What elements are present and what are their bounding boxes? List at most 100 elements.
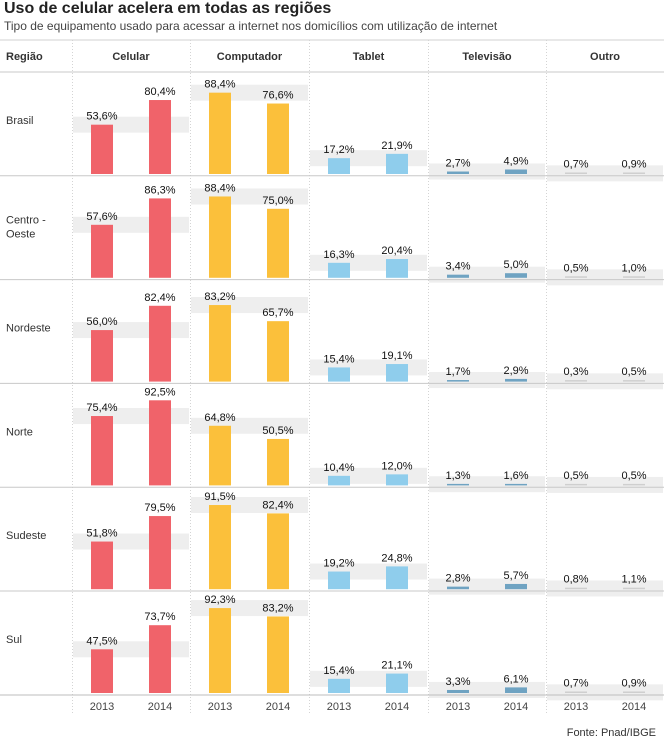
- x-tick-label: 2013: [208, 701, 232, 713]
- x-tick-label: 2014: [622, 701, 646, 713]
- bar: [623, 276, 645, 278]
- value-label: 82,4%: [144, 292, 175, 304]
- value-label: 19,1%: [381, 350, 412, 362]
- bar: [267, 103, 289, 174]
- bar: [328, 678, 350, 693]
- value-label: 80,4%: [144, 86, 175, 98]
- column-header-2: Tablet: [353, 51, 385, 63]
- value-label: 0,5%: [621, 470, 646, 482]
- bar: [505, 583, 527, 590]
- value-label: 50,5%: [262, 425, 293, 437]
- bar: [328, 262, 350, 278]
- value-label: 6,1%: [503, 673, 528, 685]
- bar: [386, 474, 408, 486]
- column-header-0: Celular: [112, 51, 150, 63]
- bar: [149, 516, 171, 590]
- value-label: 51,8%: [86, 528, 117, 540]
- value-label: 0,3%: [563, 366, 588, 378]
- value-label: 0,7%: [563, 159, 588, 171]
- row-label: Sul: [6, 634, 22, 646]
- value-label: 88,4%: [204, 182, 235, 194]
- value-label: 91,5%: [204, 491, 235, 503]
- value-label: 5,7%: [503, 570, 528, 582]
- value-label: 1,7%: [445, 366, 470, 378]
- bar: [565, 172, 587, 174]
- value-label: 56,0%: [86, 316, 117, 328]
- x-tick-label: 2013: [90, 701, 114, 713]
- bar: [505, 378, 527, 382]
- value-label: 57,6%: [86, 211, 117, 223]
- source-note: Fonte: Pnad/IBGE: [566, 727, 656, 739]
- bar: [149, 625, 171, 693]
- x-tick-label: 2014: [385, 701, 409, 713]
- chart-title: Uso de celular acelera em todas as regiõ…: [4, 0, 332, 17]
- value-label: 0,8%: [563, 574, 588, 586]
- bar: [328, 475, 350, 486]
- value-label: 47,5%: [86, 635, 117, 647]
- value-label: 83,2%: [262, 602, 293, 614]
- bar: [209, 505, 231, 590]
- value-label: 0,5%: [563, 470, 588, 482]
- bar: [447, 483, 469, 486]
- bar: [386, 153, 408, 174]
- bar: [565, 380, 587, 382]
- bar: [447, 380, 469, 382]
- bar: [267, 208, 289, 278]
- value-label: 5,0%: [503, 259, 528, 271]
- bar: [209, 305, 231, 382]
- value-label: 1,3%: [445, 470, 470, 482]
- value-label: 0,7%: [563, 678, 588, 690]
- bar: [209, 196, 231, 278]
- bar: [149, 198, 171, 278]
- bar: [209, 608, 231, 693]
- bar: [267, 438, 289, 486]
- value-label: 2,8%: [445, 573, 470, 585]
- bar: [565, 483, 587, 486]
- bar: [447, 689, 469, 693]
- bar: [209, 425, 231, 486]
- bar: [149, 100, 171, 174]
- row-label: Norte: [6, 426, 33, 438]
- value-label: 92,3%: [204, 594, 235, 606]
- bar: [386, 259, 408, 278]
- bar: [623, 483, 645, 486]
- value-label: 92,5%: [144, 386, 175, 398]
- value-label: 0,9%: [621, 678, 646, 690]
- bar: [386, 673, 408, 693]
- bar: [209, 92, 231, 174]
- value-label: 1,1%: [621, 574, 646, 586]
- value-label: 15,4%: [323, 353, 354, 365]
- bar: [386, 364, 408, 382]
- value-label: 1,6%: [503, 470, 528, 482]
- reference-band: [547, 580, 663, 597]
- value-label: 17,2%: [323, 144, 354, 156]
- bar: [267, 321, 289, 382]
- value-label: 16,3%: [323, 249, 354, 261]
- row-header: Região: [6, 51, 43, 63]
- value-label: 1,0%: [621, 262, 646, 274]
- x-tick-label: 2014: [504, 701, 528, 713]
- bar: [149, 400, 171, 486]
- value-label: 83,2%: [204, 291, 235, 303]
- value-label: 0,9%: [621, 159, 646, 171]
- bar: [91, 330, 113, 382]
- bar: [623, 380, 645, 382]
- bar: [505, 169, 527, 174]
- value-label: 86,3%: [144, 184, 175, 196]
- value-label: 4,9%: [503, 155, 528, 167]
- bar: [565, 691, 587, 693]
- value-label: 15,4%: [323, 665, 354, 677]
- chart-subtitle: Tipo de equipamento usado para acessar a…: [4, 19, 498, 33]
- bar: [505, 687, 527, 693]
- value-label: 64,8%: [204, 412, 235, 424]
- column-header-4: Outro: [590, 51, 620, 63]
- bar: [505, 483, 527, 486]
- bar: [267, 513, 289, 590]
- bar: [91, 416, 113, 486]
- value-label: 12,0%: [381, 460, 412, 472]
- value-label: 88,4%: [204, 79, 235, 91]
- value-label: 3,3%: [445, 676, 470, 688]
- value-label: 24,8%: [381, 552, 412, 564]
- value-label: 53,6%: [86, 111, 117, 123]
